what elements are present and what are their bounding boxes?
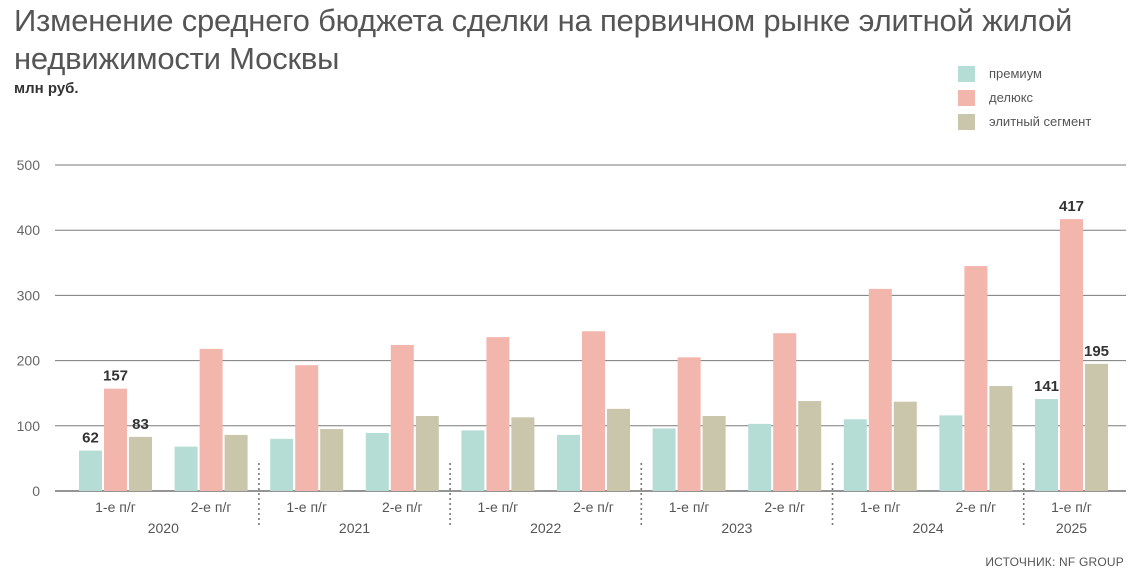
year-label: 2025 — [1056, 520, 1087, 536]
data-label: 62 — [82, 430, 99, 447]
source-note: ИСТОЧНИК: NF GROUP — [985, 555, 1124, 569]
x-tick-label: 2-е п/г — [191, 499, 232, 515]
bar — [607, 408, 630, 491]
data-label: 83 — [132, 416, 149, 433]
x-tick-label: 2-е п/г — [382, 499, 423, 515]
bar — [1060, 219, 1083, 491]
legend-label-premium: премиум — [989, 66, 1042, 81]
year-label: 2024 — [913, 520, 944, 536]
bar — [652, 428, 676, 491]
bar — [582, 331, 605, 491]
x-tick-label: 1-е п/г — [860, 499, 901, 515]
bar — [79, 450, 102, 491]
x-tick-label: 2-е п/г — [573, 499, 614, 515]
x-tick-label: 2-е п/г — [764, 499, 805, 515]
legend-label-elite: элитный сегмент — [989, 114, 1092, 129]
data-label: 417 — [1059, 198, 1084, 215]
bar — [868, 288, 892, 491]
bar — [390, 344, 414, 491]
y-tick-label: 100 — [17, 418, 41, 434]
y-tick-label: 0 — [32, 483, 40, 499]
y-tick-label: 400 — [17, 222, 41, 238]
bar — [964, 266, 988, 491]
chart-unit-label: млн руб. — [14, 80, 79, 97]
bar — [1035, 399, 1058, 491]
x-tick-label: 1-е п/г — [95, 499, 136, 515]
x-tick-label: 1-е п/г — [669, 499, 710, 515]
bar — [320, 429, 344, 491]
bar — [129, 436, 152, 491]
bar — [174, 446, 198, 491]
bar — [511, 417, 535, 491]
y-tick-label: 500 — [17, 157, 41, 173]
bar — [365, 432, 389, 491]
chart-legend: премиум делюкс элитный сегмент — [958, 62, 1091, 134]
bar — [295, 365, 319, 491]
legend-swatch-premium — [958, 65, 975, 82]
bar — [798, 401, 822, 491]
bar — [104, 388, 127, 491]
bar — [461, 430, 485, 491]
x-tick-label: 1-е п/г — [478, 499, 519, 515]
bar — [415, 416, 439, 491]
x-tick-label: 1-е п/г — [1051, 499, 1092, 515]
year-label: 2022 — [530, 520, 561, 536]
bar — [893, 401, 917, 491]
year-label: 2021 — [339, 520, 370, 536]
bar — [843, 419, 867, 491]
y-tick-label: 200 — [17, 353, 41, 369]
year-label: 2020 — [148, 520, 179, 536]
bar — [748, 423, 772, 491]
data-label: 195 — [1084, 343, 1109, 360]
bar — [1085, 363, 1108, 491]
x-tick-label: 2-е п/г — [956, 499, 997, 515]
bar — [773, 333, 797, 491]
bar — [989, 386, 1013, 491]
bar — [224, 434, 248, 491]
bar — [677, 357, 701, 491]
year-label: 2023 — [721, 520, 752, 536]
bar — [199, 348, 223, 491]
x-tick-label: 1-е п/г — [286, 499, 327, 515]
bar — [486, 337, 510, 491]
legend-item-deluxe: делюкс — [958, 86, 1091, 109]
legend-item-premium: премиум — [958, 62, 1091, 85]
legend-swatch-elite — [958, 113, 975, 130]
bar — [702, 416, 726, 491]
y-tick-label: 300 — [17, 287, 41, 303]
legend-label-deluxe: делюкс — [989, 90, 1034, 105]
legend-swatch-deluxe — [958, 89, 975, 106]
data-label: 141 — [1034, 378, 1059, 395]
chart-title: Изменение среднего бюджета сделки на пер… — [14, 3, 1073, 76]
bar — [557, 434, 580, 491]
bar — [270, 438, 294, 491]
legend-item-elite: элитный сегмент — [958, 110, 1091, 133]
bar — [939, 415, 963, 491]
data-label: 157 — [103, 368, 128, 385]
